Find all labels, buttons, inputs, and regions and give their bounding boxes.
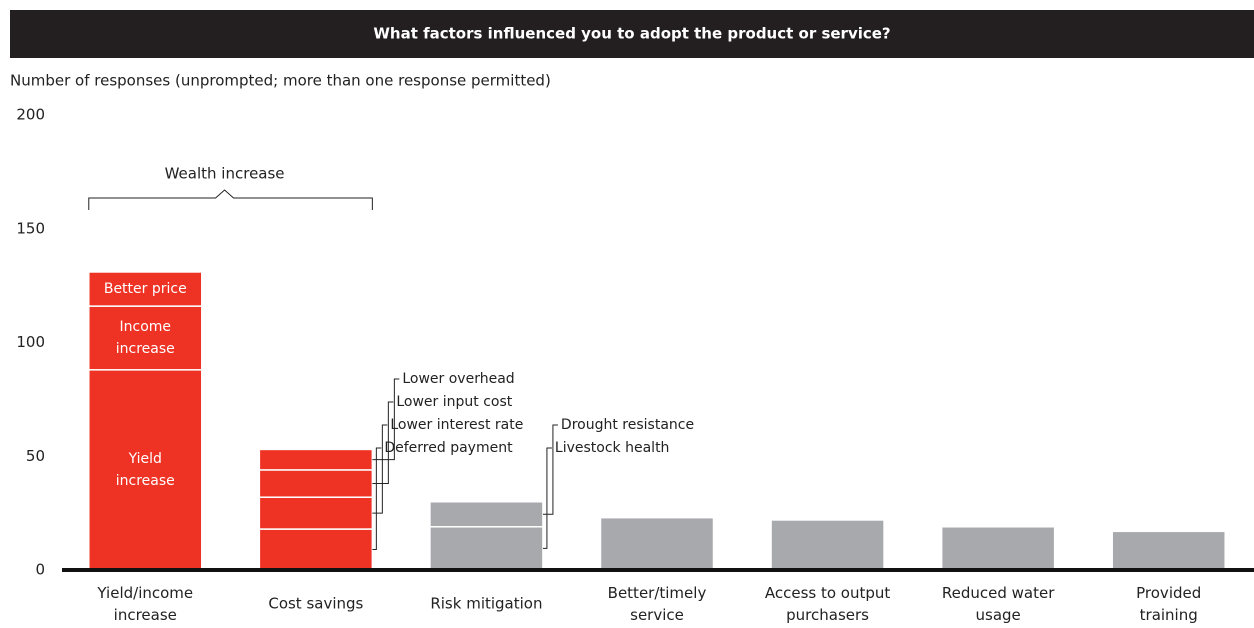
segment-label: Better price: [104, 281, 187, 297]
y-tick-label: 50: [26, 447, 45, 465]
leader-line: [542, 424, 558, 515]
bar-segment: [258, 528, 374, 571]
bar-segment: [940, 526, 1056, 571]
segment-label: Drought resistance: [561, 417, 694, 433]
bar-segment: [429, 501, 544, 528]
leader-line: [372, 424, 388, 514]
y-tick-label: 150: [16, 219, 45, 237]
bracket: [88, 189, 373, 210]
leader-line: [372, 378, 400, 461]
segment-label: Lower overhead: [402, 371, 514, 387]
bar-segment: [88, 305, 203, 371]
y-tick-label: 200: [16, 106, 45, 124]
x-tick-label: Yield/income increase: [96, 584, 193, 624]
y-tick-label: 100: [16, 333, 45, 351]
segment-label: Income increase: [116, 319, 175, 357]
bar-segment: [429, 526, 544, 571]
leader-line: [372, 401, 394, 485]
x-tick-label: Reduced water usage: [942, 584, 1055, 624]
y-tick-label: 0: [35, 561, 45, 579]
segment-label: Yield increase: [116, 451, 175, 489]
bar-segment: [1111, 530, 1226, 571]
segment-label: Lower input cost: [396, 394, 512, 410]
bar-segment: [258, 469, 374, 498]
bar-segment: [258, 496, 374, 530]
bar-segment: [88, 369, 203, 571]
segment-label: Livestock health: [555, 440, 670, 456]
x-tick-label: Better/timely service: [608, 584, 707, 624]
bar-segment: [88, 271, 203, 307]
bar-segment: [599, 516, 715, 571]
bar-segment: [258, 448, 374, 471]
leader-line: [542, 447, 552, 549]
x-tick-label: Risk mitigation: [430, 595, 542, 613]
bar-segment: [770, 519, 885, 571]
segment-label: Lower interest rate: [390, 417, 523, 433]
leader-line: [372, 447, 382, 551]
segment-label: Deferred payment: [384, 440, 513, 456]
annotation: Wealth increase: [165, 165, 285, 183]
title-banner: [10, 10, 1254, 58]
chart-title: What factors influenced you to adopt the…: [373, 25, 890, 43]
subtitle: Number of responses (unprompted; more th…: [10, 72, 551, 90]
x-tick-label: Cost savings: [268, 595, 363, 613]
x-tick-label: Access to output purchasers: [765, 584, 891, 624]
x-tick-label: Provided training: [1136, 584, 1201, 624]
